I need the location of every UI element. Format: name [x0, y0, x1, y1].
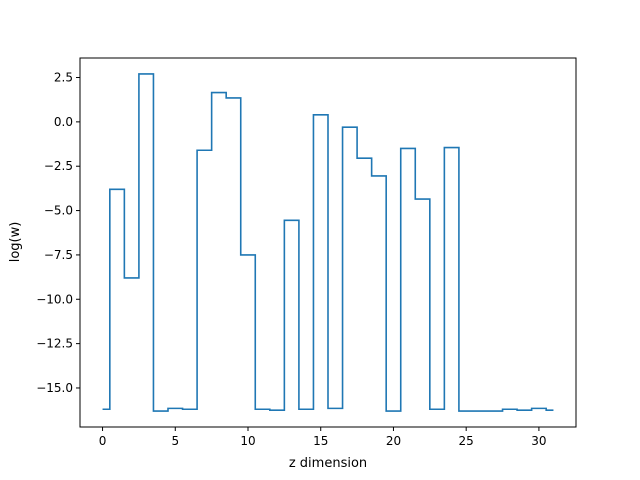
y-tick-label: 2.5	[54, 71, 73, 85]
y-tick-label: −10.0	[36, 292, 73, 306]
x-tick-label: 5	[171, 434, 179, 448]
y-tick-label: 0.0	[54, 115, 73, 129]
x-axis-ticks: 0 5 10 15 20 25 30	[99, 427, 547, 448]
y-axis-label: log(w)	[8, 222, 23, 263]
x-tick-label: 0	[99, 434, 107, 448]
y-tick-label: −5.0	[44, 204, 73, 218]
x-tick-label: 25	[459, 434, 474, 448]
y-tick-label: −15.0	[36, 381, 73, 395]
x-tick-label: 10	[240, 434, 255, 448]
series-step-line	[102, 73, 554, 412]
x-axis-label: z dimension	[289, 456, 367, 471]
x-tick-label: 30	[531, 434, 546, 448]
axes-frame	[79, 57, 577, 428]
y-tick-label: −7.5	[44, 248, 73, 262]
y-axis-ticks: 2.5 0.0 −2.5 −5.0 −7.5 −10.0 −12.5 −15.0	[36, 71, 80, 395]
plot-area	[102, 73, 554, 412]
y-tick-label: −12.5	[36, 337, 73, 351]
x-tick-label: 20	[386, 434, 401, 448]
x-tick-label: 15	[313, 434, 328, 448]
y-tick-label: −2.5	[44, 159, 73, 173]
